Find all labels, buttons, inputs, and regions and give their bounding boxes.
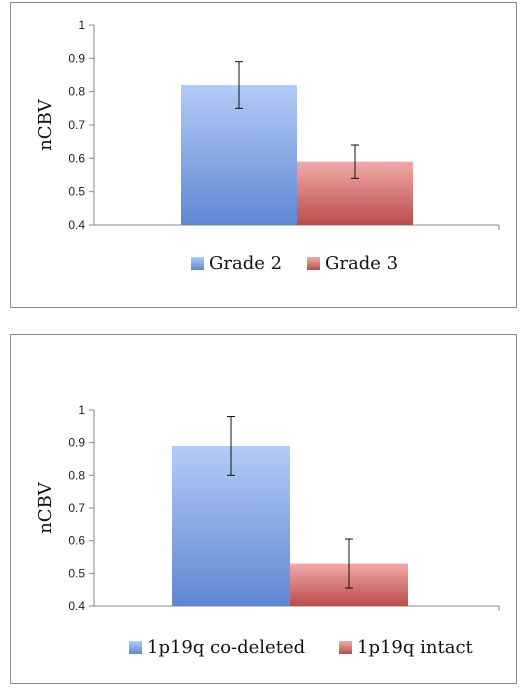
y-tick-label: 0.8 — [68, 85, 85, 99]
legend-label: 1p19q co-deleted — [147, 637, 305, 658]
y-tick-label: 0.9 — [68, 436, 85, 450]
y-tick-label: 0.6 — [68, 534, 85, 548]
y-tick-label: 1 — [78, 18, 85, 32]
chart-panel-1p19q: 0.4 0.5 0.6 0.7 0.8 0.9 1 nCBV 1p19q co-deleted 1… — [10, 334, 517, 684]
legend-swatch — [307, 257, 320, 270]
legend-swatch — [191, 257, 204, 270]
y-tick-label: 0.6 — [68, 151, 85, 165]
y-tick-label: 0.5 — [68, 566, 85, 580]
legend-swatch — [339, 641, 352, 654]
y-tick-label: 0.8 — [68, 468, 85, 482]
y-tick-label: 0.7 — [68, 118, 85, 132]
chart-1p19q-svg: 0.4 0.5 0.6 0.7 0.8 0.9 1 nCBV 1p19q co-deleted 1… — [35, 403, 500, 658]
y-tick-label: 0.4 — [68, 599, 85, 613]
legend-label: 1p19q intact — [357, 637, 474, 658]
y-axis-label: nCBV — [35, 98, 56, 151]
y-tick-label: 1 — [78, 403, 85, 417]
y-tick-label: 0.5 — [68, 185, 85, 199]
legend-swatch — [129, 641, 142, 654]
y-tick-label: 0.7 — [68, 501, 85, 515]
legend-label: Grade 3 — [325, 253, 398, 274]
y-tick-label: 0.4 — [68, 218, 85, 232]
y-axis-label: nCBV — [35, 481, 56, 534]
chart-panel-grade: 0.4 0.5 0.6 0.7 0.8 0.9 1 nCBV Grade 2 Grade 3 — [10, 2, 517, 308]
y-tick-label: 0.9 — [68, 51, 85, 65]
chart-grade-svg: 0.4 0.5 0.6 0.7 0.8 0.9 1 nCBV Grade 2 Grade 3 — [35, 18, 500, 274]
legend-label: Grade 2 — [209, 253, 282, 274]
